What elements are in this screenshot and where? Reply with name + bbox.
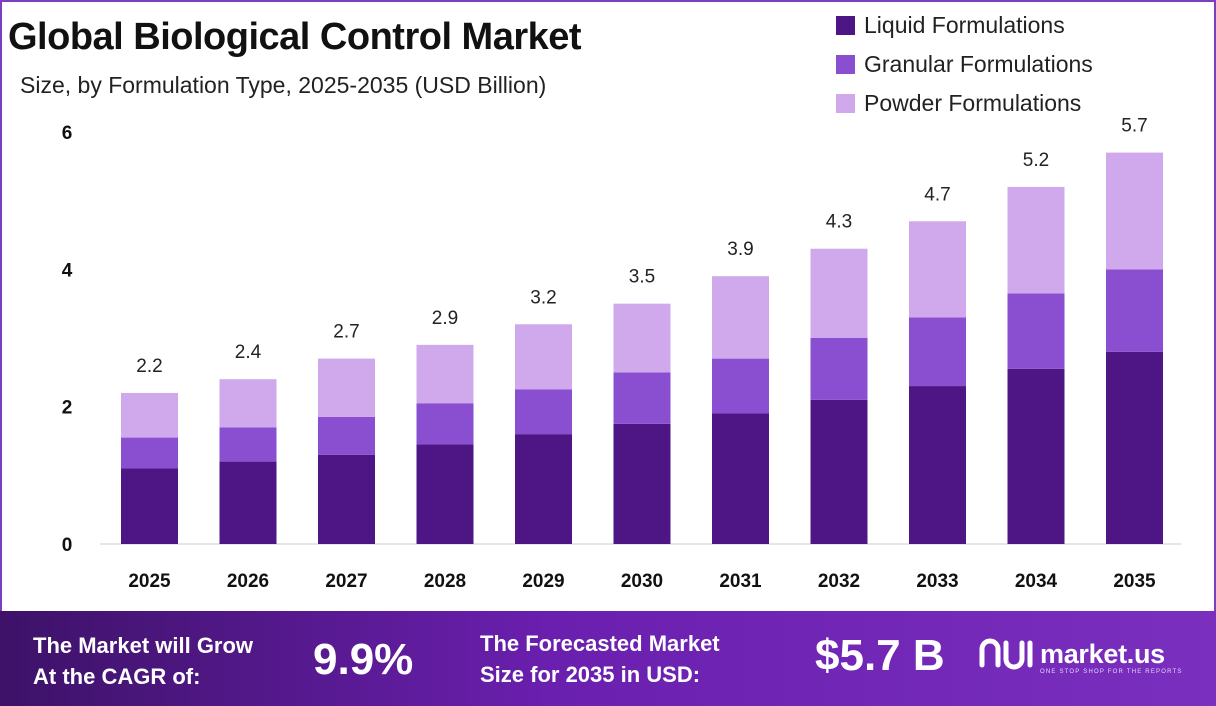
bar-total-label: 4.7 xyxy=(924,184,950,205)
bar-total-label: 3.5 xyxy=(629,267,655,288)
bar-total-label: 2.7 xyxy=(333,322,359,343)
legend-label-powder: Powder Formulations xyxy=(864,90,1082,116)
bar-granular-2031 xyxy=(712,358,769,414)
bar-powder-2027 xyxy=(318,358,375,417)
x-tick-label: 2027 xyxy=(325,571,367,592)
bar-powder-2032 xyxy=(810,248,868,338)
bar-powder-2025 xyxy=(121,392,178,438)
x-tick-label: 2033 xyxy=(916,571,958,592)
forecast-label: The Forecasted Market Size for 2035 in U… xyxy=(480,628,720,690)
bar-granular-2035 xyxy=(1106,269,1163,352)
bar-total-label: 3.9 xyxy=(727,239,753,260)
brand-logo[interactable]: market.us ONE STOP SHOP FOR THE REPORTS xyxy=(978,635,1181,675)
cagr-label-line1: The Market will Grow xyxy=(33,633,254,658)
x-tick-label: 2035 xyxy=(1113,571,1156,592)
bar-liquid-2026 xyxy=(219,461,277,544)
legend-swatch-granular xyxy=(836,55,855,74)
legend-label-granular: Granular Formulations xyxy=(864,51,1093,77)
x-tick-label: 2030 xyxy=(621,571,663,592)
bar-powder-2026 xyxy=(219,379,277,428)
legend-item-granular: Granular Formulations xyxy=(836,45,1093,84)
bar-granular-2029 xyxy=(515,389,572,435)
y-tick-label: 6 xyxy=(62,123,73,144)
bar-total-label: 2.4 xyxy=(235,342,262,363)
bar-powder-2034 xyxy=(1007,186,1065,294)
y-tick-label: 0 xyxy=(62,535,73,556)
legend-item-liquid: Liquid Formulations xyxy=(836,6,1093,45)
bar-total-label: 5.2 xyxy=(1023,150,1049,171)
bar-liquid-2029 xyxy=(515,434,572,544)
forecast-value: $5.7 B xyxy=(815,631,945,680)
chart-legend: Liquid Formulations Granular Formulation… xyxy=(836,6,1093,123)
bar-liquid-2034 xyxy=(1007,368,1065,544)
cagr-value: 9.9% xyxy=(313,635,414,684)
forecast-label-line2: Size for 2035 in USD: xyxy=(480,662,701,687)
bar-liquid-2033 xyxy=(909,386,966,544)
bar-powder-2029 xyxy=(515,324,572,390)
brand-name: market.us xyxy=(1040,638,1165,669)
bar-powder-2035 xyxy=(1106,152,1163,270)
footer-banner: The Market will Grow At the CAGR of: 9.9… xyxy=(0,611,1216,706)
bar-granular-2034 xyxy=(1007,293,1065,369)
cagr-label-line2: At the CAGR of: xyxy=(33,664,201,689)
bar-powder-2030 xyxy=(613,303,671,373)
bar-liquid-2028 xyxy=(416,444,474,544)
bar-liquid-2025 xyxy=(121,468,178,544)
bar-granular-2033 xyxy=(909,317,966,387)
bar-powder-2031 xyxy=(712,276,769,359)
chart-subtitle: Size, by Formulation Type, 2025-2035 (US… xyxy=(20,72,547,98)
y-tick-label: 2 xyxy=(62,398,73,419)
x-tick-label: 2031 xyxy=(719,571,762,592)
bar-liquid-2030 xyxy=(613,423,671,544)
bar-total-label: 2.9 xyxy=(432,308,458,329)
cagr-label: The Market will Grow At the CAGR of: xyxy=(33,630,253,692)
y-tick-label: 4 xyxy=(62,260,73,281)
bar-total-label: 5.7 xyxy=(1121,116,1147,137)
x-tick-label: 2029 xyxy=(522,571,564,592)
market-us-logo-icon xyxy=(979,638,1033,670)
bar-liquid-2031 xyxy=(712,413,769,544)
bar-total-label: 3.2 xyxy=(530,287,556,308)
x-tick-label: 2025 xyxy=(128,571,171,592)
stacked-bar-chart: 0 2 4 6 2.2 2025 2.4 2026 2.7 2027 2.9 2028 3.2 2029 3… xyxy=(62,116,1181,592)
bar-granular-2030 xyxy=(613,372,671,424)
brand-tagline: ONE STOP SHOP FOR THE REPORTS xyxy=(1040,669,1183,675)
legend-label-liquid: Liquid Formulations xyxy=(864,12,1065,38)
x-tick-label: 2028 xyxy=(424,571,466,592)
bar-powder-2028 xyxy=(416,344,474,404)
x-tick-label: 2034 xyxy=(1015,571,1058,592)
bar-granular-2027 xyxy=(318,416,375,455)
bar-granular-2025 xyxy=(121,437,178,469)
legend-item-powder: Powder Formulations xyxy=(836,84,1093,123)
bar-liquid-2027 xyxy=(318,454,375,544)
legend-swatch-liquid xyxy=(836,16,855,35)
legend-swatch-powder xyxy=(836,94,855,113)
bar-granular-2028 xyxy=(416,403,474,445)
x-tick-label: 2026 xyxy=(227,571,269,592)
chart-title: Global Biological Control Market xyxy=(8,16,582,58)
bar-granular-2032 xyxy=(810,338,868,400)
bar-powder-2033 xyxy=(909,221,966,318)
bar-liquid-2035 xyxy=(1106,351,1163,544)
bar-total-label: 4.3 xyxy=(826,212,852,233)
bar-granular-2026 xyxy=(219,427,277,462)
x-tick-label: 2032 xyxy=(818,571,860,592)
bar-total-label: 2.2 xyxy=(136,356,162,377)
bar-liquid-2032 xyxy=(810,399,868,544)
forecast-label-line1: The Forecasted Market xyxy=(480,631,720,656)
